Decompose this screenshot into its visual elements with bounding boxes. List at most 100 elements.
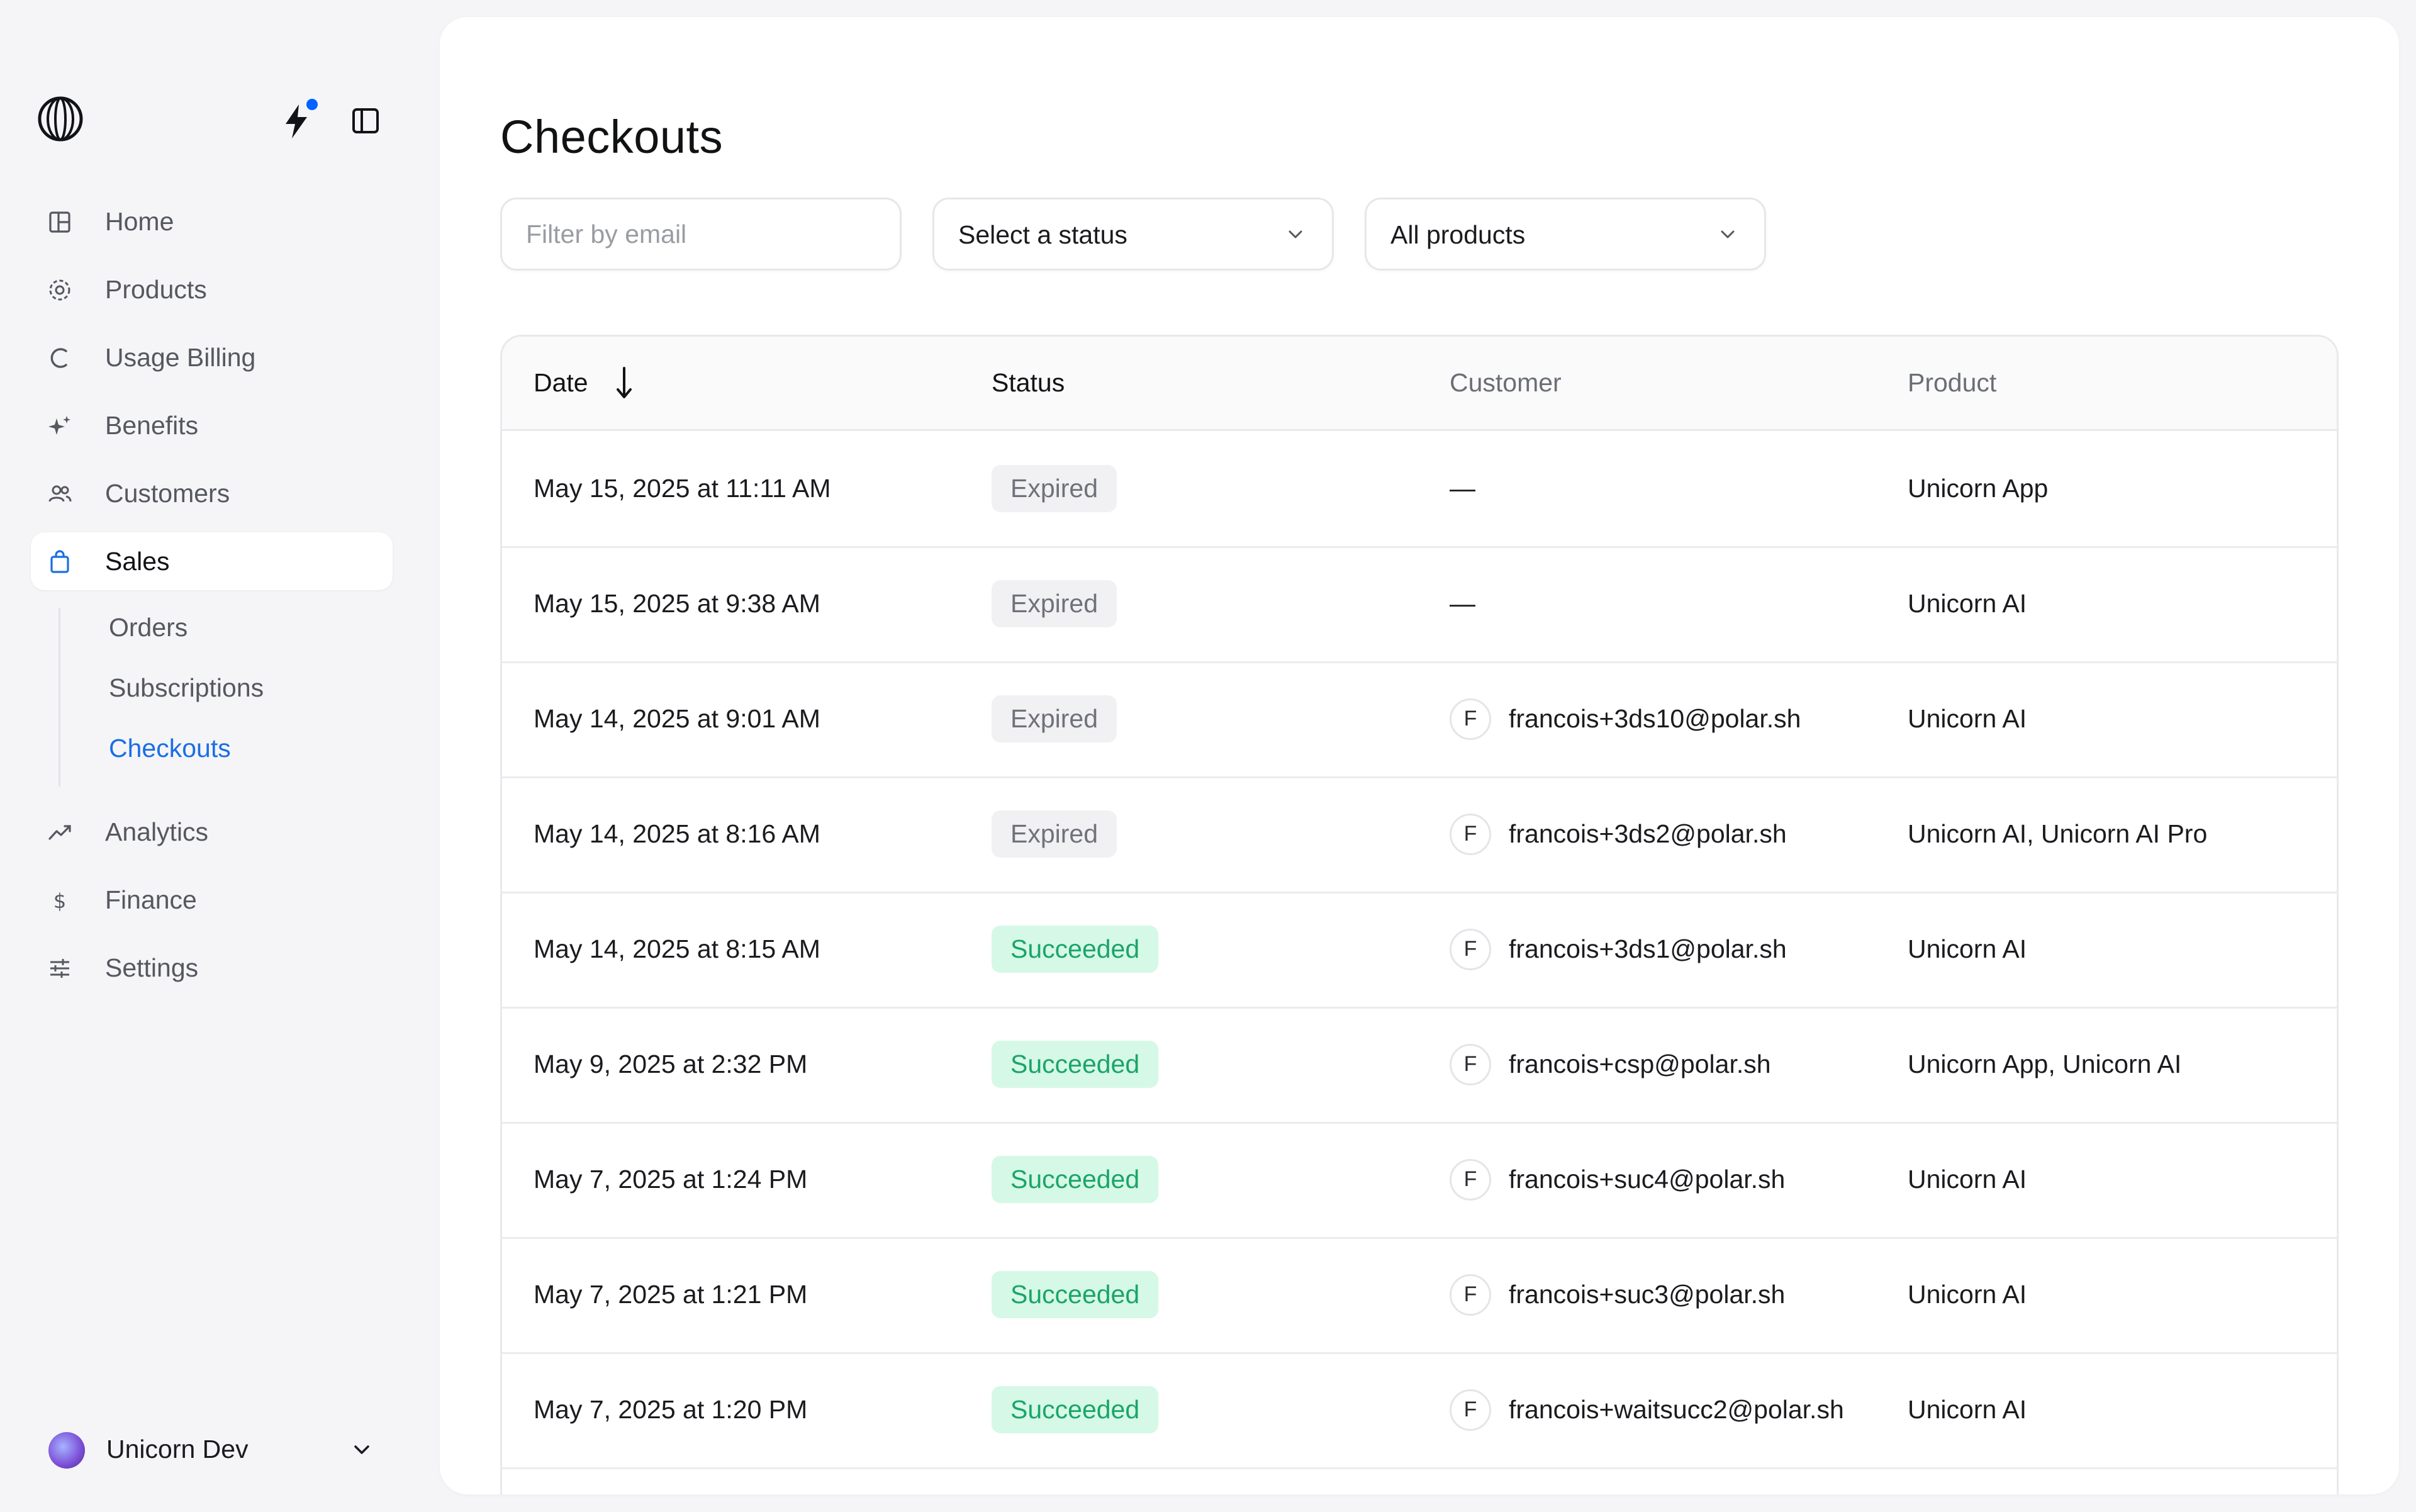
column-header-product: Product	[1908, 368, 1997, 397]
product-select-value: All products	[1390, 220, 1526, 249]
sales-bag-icon	[50, 550, 69, 573]
row-status: Succeeded	[992, 1122, 1159, 1237]
row-status: Expired	[992, 546, 1117, 661]
column-header-status: Status	[992, 368, 1065, 397]
row-product: Unicorn AI	[1908, 704, 2027, 733]
row-product: Unicorn AI	[1908, 934, 2027, 963]
row-date: May 15, 2025 at 11:11 AM	[534, 474, 831, 503]
nav-item-sales[interactable]: Sales	[31, 532, 393, 590]
bolt-icon[interactable]	[282, 103, 311, 140]
row-status: Succeeded	[992, 1352, 1159, 1467]
email-filter-input[interactable]	[502, 199, 900, 269]
customer-avatar: F	[1450, 928, 1491, 970]
row-customer: —	[1450, 431, 1475, 546]
status-badge: Expired	[992, 810, 1117, 858]
subnav-item-orders[interactable]: Orders	[109, 613, 188, 642]
settings-icon	[50, 959, 69, 978]
customer-avatar: F	[1450, 1389, 1491, 1431]
subnav-item-subscriptions[interactable]: Subscriptions	[109, 673, 264, 702]
nav-item-usage-billing[interactable]: Usage Billing	[31, 328, 393, 386]
nav-item-benefits[interactable]: Benefits	[31, 396, 393, 454]
chevron-down-icon	[1721, 230, 1735, 238]
status-badge: Expired	[992, 580, 1117, 627]
product-select[interactable]: All products	[1365, 198, 1766, 271]
polar-logo-icon[interactable]	[37, 96, 84, 142]
customer-email: francois+3ds1@polar.sh	[1509, 934, 1787, 963]
customer-avatar: F	[1450, 1274, 1491, 1316]
table-row[interactable]	[502, 1467, 2337, 1494]
status-select[interactable]: Select a status	[932, 198, 1334, 271]
customer-email: francois+3ds10@polar.sh	[1509, 704, 1801, 733]
subnav-rail	[59, 608, 60, 787]
nav-label-products: Products	[105, 274, 207, 304]
account-switcher[interactable]: Unicorn Dev	[46, 1428, 386, 1472]
nav-item-customers[interactable]: Customers	[31, 464, 393, 522]
home-icon	[49, 211, 70, 233]
usage-billing-icon	[50, 348, 67, 368]
row-date: May 9, 2025 at 2:32 PM	[534, 1050, 808, 1078]
row-date: May 14, 2025 at 8:16 AM	[534, 819, 820, 848]
nav-label-home: Home	[105, 206, 174, 236]
nav-label-sales: Sales	[105, 546, 170, 576]
customer-email: francois+csp@polar.sh	[1509, 1050, 1771, 1078]
nav-item-home[interactable]: Home	[31, 193, 393, 250]
status-badge: Succeeded	[992, 926, 1159, 973]
org-name: Unicorn Dev	[106, 1435, 249, 1464]
table-row[interactable]: May 15, 2025 at 11:11 AM Expired — Unico…	[502, 431, 2337, 548]
customer-email: francois+suc4@polar.sh	[1509, 1165, 1786, 1194]
row-status: Succeeded	[992, 892, 1159, 1007]
sidebar-toggle-icon[interactable]	[351, 106, 380, 135]
customer-email: francois+suc3@polar.sh	[1509, 1280, 1786, 1309]
row-date: May 7, 2025 at 1:24 PM	[534, 1165, 808, 1194]
status-badge: Succeeded	[992, 1156, 1159, 1203]
sales-subnav: Orders Subscriptions Checkouts	[31, 598, 393, 787]
nav-item-settings[interactable]: Settings	[31, 939, 393, 997]
main-nav: Home Products Usage Billing	[31, 193, 393, 1007]
row-date: May 7, 2025 at 1:20 PM	[534, 1395, 808, 1424]
row-date: May 14, 2025 at 8:15 AM	[534, 934, 820, 963]
status-badge: Succeeded	[992, 1386, 1159, 1433]
column-header-date[interactable]: Date	[534, 368, 588, 397]
benefits-icon	[48, 416, 70, 435]
nav-item-products[interactable]: Products	[31, 260, 393, 318]
customer-avatar: F	[1450, 1158, 1491, 1201]
row-status: Expired	[992, 661, 1117, 776]
customer-avatar: F	[1450, 698, 1491, 740]
row-product: Unicorn AI, Unicorn AI Pro	[1908, 819, 2208, 848]
notification-dot	[306, 99, 318, 110]
checkouts-table: Date Status Customer Product May 15, 202…	[500, 335, 2339, 1494]
table-row[interactable]: May 15, 2025 at 9:38 AM Expired — Unicor…	[502, 546, 2337, 663]
customer-email: francois+3ds2@polar.sh	[1509, 819, 1787, 848]
customer-email: francois+waitsucc2@polar.sh	[1509, 1395, 1844, 1424]
email-filter	[500, 198, 902, 271]
main-panel: Checkouts Select a status All products D…	[440, 17, 2399, 1494]
customer-avatar: F	[1450, 813, 1491, 855]
table-header: Date Status Customer Product	[502, 337, 2337, 431]
customer-email: —	[1450, 474, 1475, 503]
chevron-down-icon	[354, 1445, 369, 1454]
analytics-icon	[48, 825, 71, 840]
row-customer: —	[1450, 546, 1475, 661]
sort-descending-icon[interactable]	[613, 366, 635, 401]
status-badge: Expired	[992, 695, 1117, 742]
nav-item-finance[interactable]: $ Finance	[31, 871, 393, 929]
customers-icon	[48, 485, 72, 502]
row-date: May 7, 2025 at 1:21 PM	[534, 1280, 808, 1309]
nav-item-analytics[interactable]: Analytics	[31, 803, 393, 861]
subnav-item-checkouts[interactable]: Checkouts	[109, 734, 231, 763]
row-date: May 15, 2025 at 9:38 AM	[534, 589, 820, 618]
nav-label-benefits: Benefits	[105, 410, 199, 440]
svg-text:$: $	[53, 889, 66, 913]
